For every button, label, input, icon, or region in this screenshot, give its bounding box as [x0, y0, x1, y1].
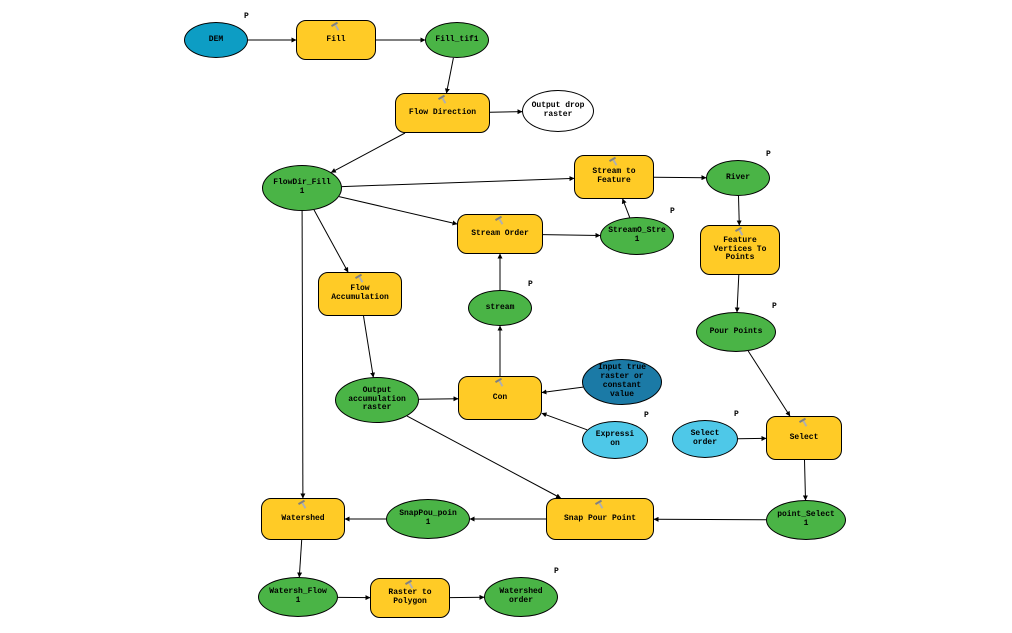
node-point_select: point_Select 1	[766, 500, 846, 540]
tool-icon	[355, 274, 365, 284]
node-flowdir_tool[interactable]: Flow Direction	[395, 93, 490, 133]
node-label-stream: stream	[486, 304, 515, 313]
connector-streamo_stre-to-stream2feat	[623, 199, 630, 217]
connector-stream_order-to-streamo_stre	[543, 235, 600, 236]
node-label-select: Select	[790, 434, 819, 443]
node-label-snap_pour: Snap Pour Point	[564, 515, 636, 524]
node-expression[interactable]: Expressi on	[582, 421, 648, 459]
connector-flow_accum-to-out_accum	[364, 316, 374, 377]
node-label-expression: Expressi on	[596, 431, 634, 449]
node-label-out_accum: Output accumulation raster	[348, 387, 406, 413]
node-label-flow_accum: Flow Accumulation	[331, 285, 389, 303]
node-stream2feat[interactable]: Stream to Feature	[574, 155, 654, 199]
node-watershed_ord: Watershed order	[484, 577, 558, 617]
node-label-river: River	[726, 174, 750, 183]
node-label-stream2feat: Stream to Feature	[592, 168, 635, 186]
parameter-flag: P	[670, 207, 675, 216]
node-con[interactable]: Con	[458, 376, 542, 420]
node-label-point_select: point_Select 1	[777, 511, 835, 529]
node-snap_pour[interactable]: Snap Pour Point	[546, 498, 654, 540]
node-pour_points: Pour Points	[696, 312, 776, 352]
node-label-outdrop: Output drop raster	[532, 102, 585, 120]
tool-icon	[595, 500, 605, 510]
node-label-pour_points: Pour Points	[710, 328, 763, 337]
node-dem[interactable]: DEM	[184, 22, 248, 58]
node-label-ras2poly: Raster to Polygon	[388, 589, 431, 607]
tool-icon	[495, 216, 505, 226]
node-in_true[interactable]: Input true raster or constant value	[582, 359, 662, 405]
node-ras2poly[interactable]: Raster to Polygon	[370, 578, 450, 618]
node-label-con: Con	[493, 394, 507, 403]
node-streamo_stre: StreamO_Stre 1	[600, 217, 674, 255]
connector-fvtp-to-pour_points	[737, 275, 739, 312]
node-watersh_flow: Watersh_Flow 1	[258, 577, 338, 617]
tool-icon	[609, 157, 619, 167]
node-fill[interactable]: Fill	[296, 20, 376, 60]
node-label-snappou_poin: SnapPou_poin 1	[399, 510, 457, 528]
connector-flowdir_fill1-to-flow_accum	[314, 210, 348, 272]
connector-point_select-to-snap_pour	[654, 519, 766, 520]
node-flow_accum[interactable]: Flow Accumulation	[318, 272, 402, 316]
node-fill_tif1: Fill_tif1	[425, 22, 489, 58]
parameter-flag: P	[244, 12, 249, 21]
connector-expression-to-con	[542, 413, 587, 430]
connector-watershed-to-watersh_flow	[299, 540, 301, 577]
node-select[interactable]: Select	[766, 416, 842, 460]
node-stream_order[interactable]: Stream Order	[457, 214, 543, 254]
node-out_accum: Output accumulation raster	[335, 377, 419, 423]
parameter-flag: P	[644, 411, 649, 420]
node-label-fvtp: Feature Vertices To Points	[714, 237, 767, 263]
tool-icon	[331, 22, 341, 32]
node-label-select_order: Select order	[691, 430, 720, 448]
node-label-streamo_stre: StreamO_Stre 1	[608, 227, 666, 245]
node-watershed[interactable]: Watershed	[261, 498, 345, 540]
parameter-flag: P	[554, 567, 559, 576]
node-label-in_true: Input true raster or constant value	[598, 364, 646, 399]
connector-flowdir_fill1-to-stream_order	[339, 197, 457, 224]
node-label-watershed: Watershed	[281, 515, 324, 524]
connector-select-to-point_select	[805, 460, 806, 500]
connector-out_accum-to-con	[419, 399, 458, 400]
node-flowdir_fill1: FlowDir_Fill 1	[262, 165, 342, 211]
connector-flowdir_tool-to-outdrop	[490, 112, 522, 113]
node-label-watersh_flow: Watersh_Flow 1	[269, 588, 327, 606]
parameter-flag: P	[528, 280, 533, 289]
connector-river-to-fvtp	[739, 196, 740, 225]
parameter-flag: P	[734, 410, 739, 419]
node-select_order[interactable]: Select order	[672, 420, 738, 458]
node-river: River	[706, 160, 770, 196]
parameter-flag: P	[772, 302, 777, 311]
connector-out_accum-to-snap_pour	[407, 416, 560, 498]
connector-flowdir_fill1-to-stream2feat	[342, 178, 574, 186]
node-label-fill: Fill	[326, 36, 345, 45]
tool-icon	[298, 500, 308, 510]
node-label-watershed_ord: Watershed order	[499, 588, 542, 606]
node-stream: stream	[468, 290, 532, 326]
tool-icon	[437, 95, 447, 105]
tool-icon	[799, 418, 809, 428]
node-label-flowdir_tool: Flow Direction	[409, 109, 476, 118]
connector-flowdir_fill1-to-watershed	[302, 211, 303, 498]
node-outdrop: Output drop raster	[522, 90, 594, 132]
connector-fill_tif1-to-flowdir_tool	[447, 58, 454, 93]
connector-in_true-to-con	[542, 387, 583, 392]
node-label-flowdir_fill1: FlowDir_Fill 1	[273, 179, 331, 197]
tool-icon	[495, 378, 505, 388]
model-builder-canvas: DEM P Fill Fill_tif1 Flow Direction Output dr…	[0, 0, 1012, 633]
connector-pour_points-to-select	[748, 351, 790, 416]
node-label-dem: DEM	[209, 36, 223, 45]
node-label-stream_order: Stream Order	[471, 230, 529, 239]
node-fvtp[interactable]: Feature Vertices To Points	[700, 225, 780, 275]
parameter-flag: P	[766, 150, 771, 159]
connector-flowdir_tool-to-flowdir_fill1	[331, 133, 405, 172]
node-label-fill_tif1: Fill_tif1	[435, 36, 478, 45]
node-snappou_poin: SnapPou_poin 1	[386, 499, 470, 539]
